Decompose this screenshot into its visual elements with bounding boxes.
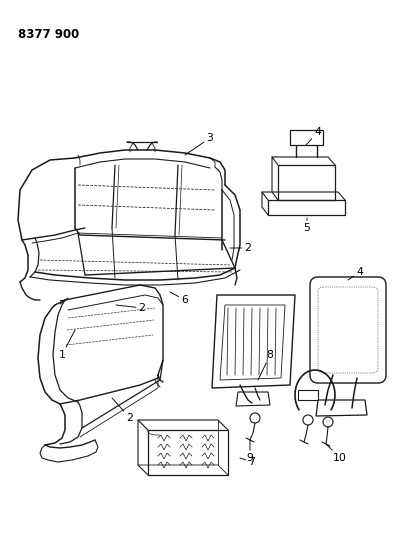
Text: 7: 7 bbox=[239, 457, 255, 467]
Text: 5: 5 bbox=[303, 218, 310, 233]
Text: 2: 2 bbox=[229, 243, 251, 253]
Text: 8377 900: 8377 900 bbox=[18, 28, 79, 41]
Text: 2: 2 bbox=[112, 398, 133, 423]
Text: 2: 2 bbox=[116, 303, 145, 313]
Text: 6: 6 bbox=[170, 292, 188, 305]
Text: 9: 9 bbox=[246, 440, 253, 463]
Text: 8: 8 bbox=[257, 350, 273, 380]
Text: 1: 1 bbox=[58, 330, 75, 360]
Text: 4: 4 bbox=[347, 267, 362, 280]
Text: 10: 10 bbox=[325, 444, 346, 463]
Text: 4: 4 bbox=[305, 127, 321, 145]
Text: 3: 3 bbox=[184, 133, 213, 155]
